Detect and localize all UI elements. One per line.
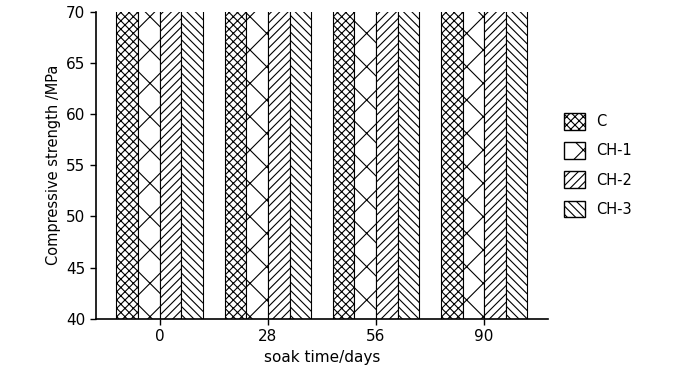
- Bar: [182, 0, 203, 319]
- Bar: [268, 0, 290, 319]
- Bar: [290, 0, 311, 319]
- Bar: [462, 0, 484, 319]
- Bar: [441, 0, 462, 319]
- X-axis label: soak time/days: soak time/days: [264, 350, 380, 365]
- Bar: [138, 0, 160, 319]
- Bar: [333, 0, 354, 319]
- Bar: [160, 0, 182, 319]
- Bar: [484, 0, 506, 319]
- Bar: [246, 0, 268, 319]
- Bar: [506, 0, 527, 319]
- Bar: [398, 0, 419, 319]
- Y-axis label: Compressive strength /MPa: Compressive strength /MPa: [46, 65, 60, 265]
- Bar: [116, 0, 138, 319]
- Bar: [354, 0, 376, 319]
- Legend: C, CH-1, CH-2, CH-3: C, CH-1, CH-2, CH-3: [560, 108, 636, 222]
- Bar: [225, 0, 246, 319]
- Bar: [376, 0, 398, 319]
